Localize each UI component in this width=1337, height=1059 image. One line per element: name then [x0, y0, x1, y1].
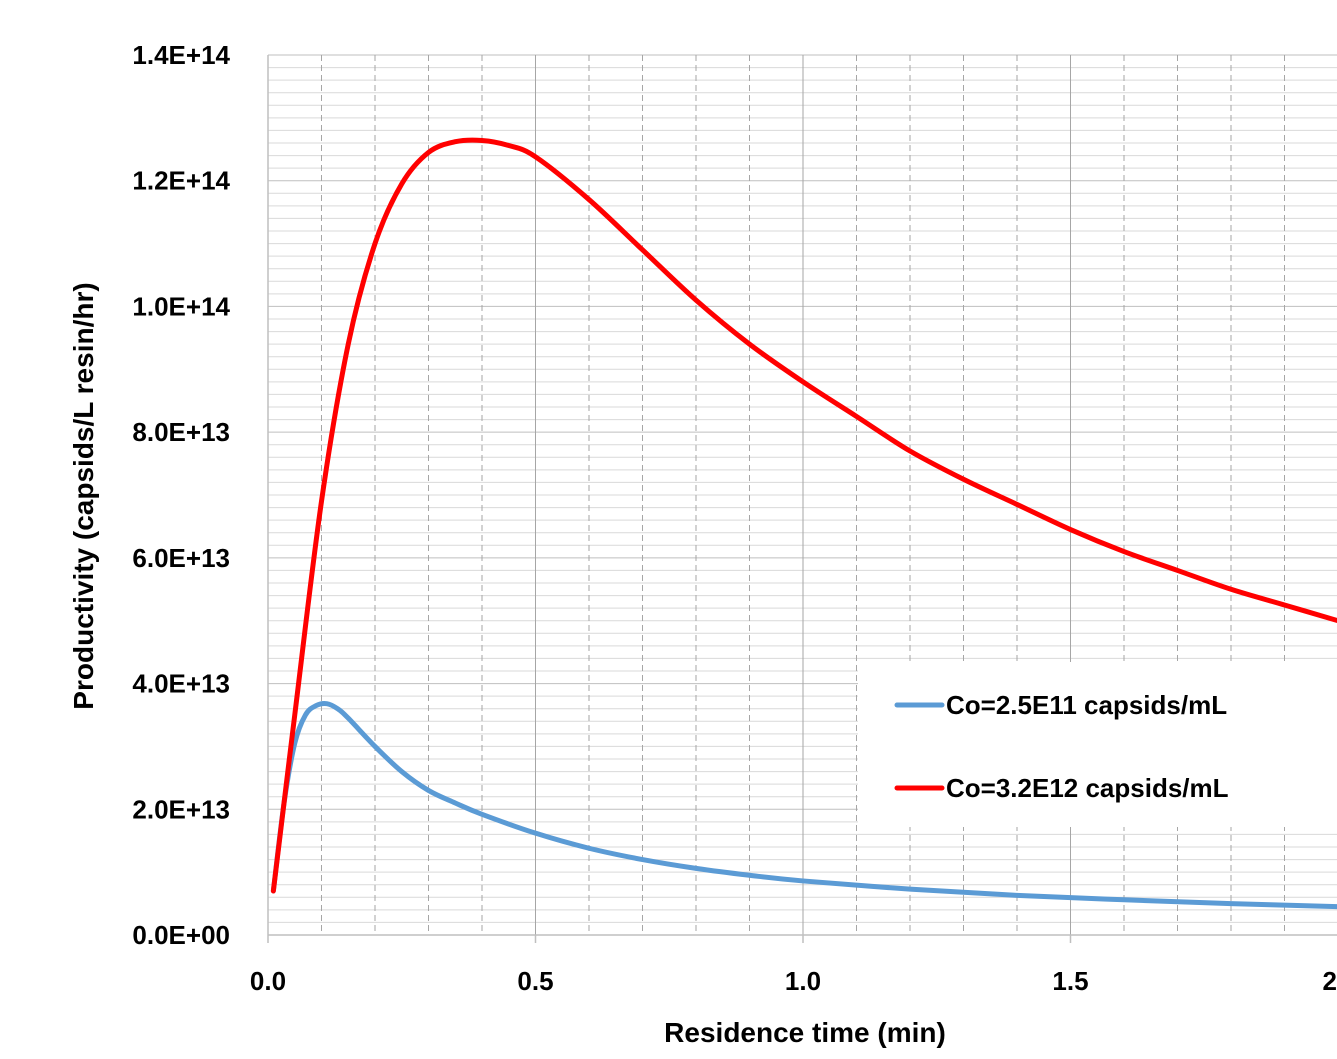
y-tick-label: 1.0E+14: [132, 291, 230, 321]
x-tick-label: 1.0: [785, 966, 821, 996]
series-lines: [270, 137, 1337, 910]
x-tick-label: 2: [1323, 966, 1337, 996]
x-axis-title: Residence time (min): [664, 1017, 946, 1048]
legend-box: [858, 662, 1337, 827]
y-tick-label: 4.0E+13: [132, 669, 230, 699]
y-tick-label: 1.4E+14: [132, 40, 230, 70]
y-tick-label: 2.0E+13: [132, 794, 230, 824]
y-tick-label: 0.0E+00: [132, 920, 230, 950]
y-tick-label: 8.0E+13: [132, 417, 230, 447]
series-line-red: [270, 137, 1337, 894]
legend-label-blue: Co=2.5E11 capsids/mL: [946, 690, 1227, 720]
y-tick-label: 6.0E+13: [132, 543, 230, 573]
legend: Co=2.5E11 capsids/mL Co=3.2E12 capsids/m…: [858, 662, 1337, 827]
series-line-blue: [270, 700, 1337, 910]
legend-label-red: Co=3.2E12 capsids/mL: [946, 773, 1229, 803]
y-tick-labels: 0.0E+00 2.0E+13 4.0E+13 6.0E+13 8.0E+13 1.0E+…: [132, 40, 230, 950]
axes: [267, 55, 1337, 943]
y-tick-label: 1.2E+14: [132, 166, 230, 196]
x-tick-label: 1.5: [1052, 966, 1088, 996]
y-axis-title: Productivity (capsids/L resin/hr): [68, 282, 99, 709]
x-tick-labels: 0.0 0.5 1.0 1.5 2: [250, 966, 1337, 996]
x-tick-label: 0.5: [517, 966, 553, 996]
x-tick-label: 0.0: [250, 966, 286, 996]
